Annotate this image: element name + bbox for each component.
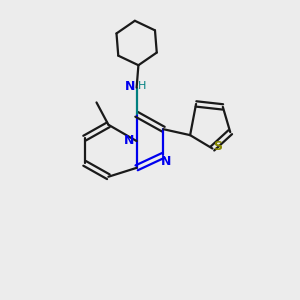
Text: N: N	[161, 155, 172, 168]
Text: S: S	[213, 140, 222, 153]
Text: N: N	[124, 134, 134, 147]
Text: H: H	[138, 81, 146, 91]
Text: N: N	[125, 80, 135, 93]
